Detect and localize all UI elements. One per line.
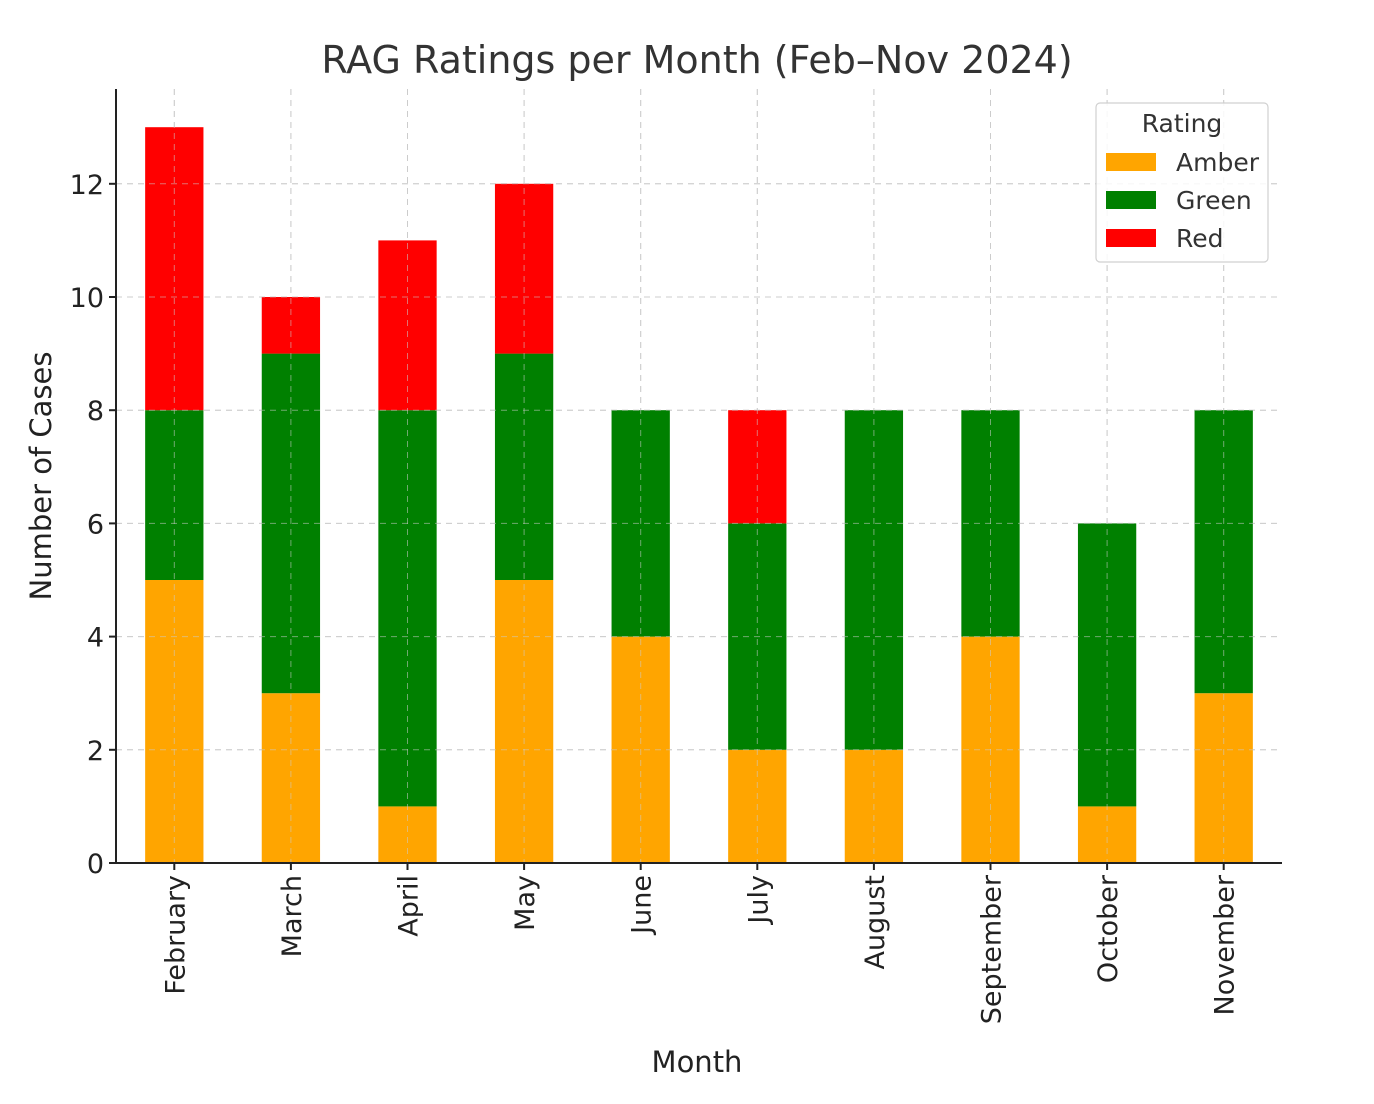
legend-swatch-amber — [1106, 153, 1156, 171]
y-tick-label: 2 — [87, 736, 104, 767]
legend-title: Rating — [1142, 109, 1223, 138]
legend-entries: Amber Green Red — [1106, 148, 1260, 253]
x-tick-label: July — [743, 875, 774, 926]
bar-amber-october — [1077, 806, 1137, 863]
y-tick-label: 6 — [87, 509, 104, 540]
x-tick-label: May — [510, 875, 541, 931]
legend-label-green: Green — [1176, 186, 1252, 215]
y-axis-ticks: 0 2 4 6 8 10 12 — [70, 170, 116, 880]
x-tick-label: August — [860, 875, 891, 970]
legend: Rating Amber Green Red — [1095, 102, 1269, 263]
y-tick-label: 4 — [87, 623, 104, 654]
y-tick-label: 10 — [70, 283, 104, 314]
y-tick-label: 12 — [70, 170, 104, 201]
x-tick-label: March — [277, 875, 308, 957]
x-tick-label: November — [1210, 874, 1241, 1015]
y-axis-label: Number of Cases — [24, 352, 58, 601]
y-tick-label: 8 — [87, 396, 104, 427]
x-tick-label: February — [160, 875, 191, 995]
x-tick-label: April — [394, 875, 425, 937]
legend-swatch-green — [1106, 191, 1156, 209]
legend-label-amber: Amber — [1176, 148, 1260, 177]
bars — [116, 89, 1282, 863]
x-axis-ticks: February March April May June July August Septe… — [160, 863, 1241, 1024]
legend-box — [1095, 102, 1269, 263]
x-tick-label: October — [1093, 874, 1124, 983]
bar-amber-april — [378, 806, 437, 863]
x-tick-label: June — [627, 875, 658, 936]
legend-swatch-red — [1106, 229, 1156, 247]
x-axis-label: Month — [652, 1045, 743, 1079]
chart-title: RAG Ratings per Month (Feb–Nov 2024) — [321, 38, 1072, 82]
y-tick-label: 0 — [87, 849, 104, 880]
legend-label-red: Red — [1176, 224, 1224, 253]
x-tick-label: September — [977, 874, 1008, 1024]
